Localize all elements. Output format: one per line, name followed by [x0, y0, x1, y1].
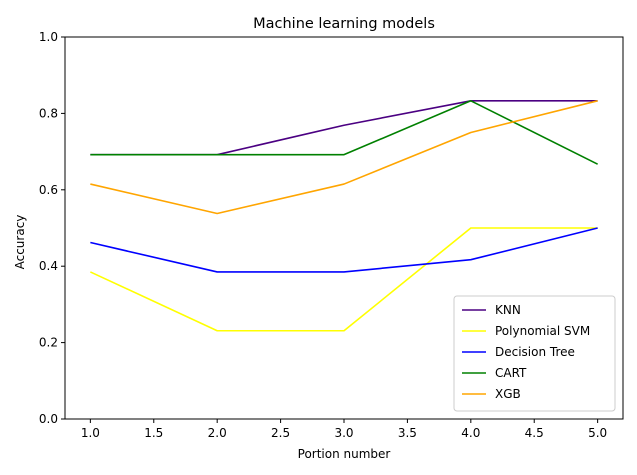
x-tick-label: 2.5: [271, 426, 290, 440]
y-tick-label: 0.8: [39, 106, 58, 120]
legend: KNN Polynomial SVM Decision Tree CART XGB: [453, 295, 616, 412]
legend-label: Decision Tree: [495, 345, 575, 359]
series-line-polynomial-svm: [90, 227, 598, 332]
x-tick-label: 5.0: [588, 426, 607, 440]
y-tick-label: 0.4: [39, 259, 58, 273]
y-tick-label: 0.6: [39, 183, 58, 197]
y-tick-label: 0.2: [39, 336, 58, 350]
series-lines: [90, 99, 598, 332]
series-line-decision-tree: [90, 227, 598, 273]
series-line-xgb: [90, 100, 598, 215]
x-tick-label: 2.0: [208, 426, 227, 440]
x-tick-label: 3.5: [398, 426, 417, 440]
legend-label: KNN: [495, 303, 521, 317]
series-line-cart: [90, 99, 598, 165]
x-axis-label: Portion number: [298, 447, 391, 461]
x-tick-label: 3.0: [334, 426, 353, 440]
y-tick-label: 0.0: [39, 412, 58, 426]
x-tick-label: 4.0: [461, 426, 480, 440]
y-axis-ticks: 0.0 0.2 0.4 0.6 0.8 1.0: [39, 30, 65, 426]
x-tick-label: 1.0: [81, 426, 100, 440]
series-line-knn: [90, 99, 598, 156]
y-axis-label: Accuracy: [13, 215, 27, 270]
x-tick-label: 1.5: [144, 426, 163, 440]
y-tick-label: 1.0: [39, 30, 58, 44]
legend-box: [453, 295, 616, 412]
x-tick-label: 4.5: [525, 426, 544, 440]
legend-label: CART: [495, 366, 527, 380]
legend-label: XGB: [495, 387, 521, 401]
legend-label: Polynomial SVM: [495, 324, 590, 338]
plot-frame: [64, 36, 624, 420]
chart-title: Machine learning models: [253, 16, 435, 32]
x-axis-ticks: 1.0 1.5 2.0 2.5 3.0 3.5 4.0 4.5 5.0: [81, 419, 607, 440]
